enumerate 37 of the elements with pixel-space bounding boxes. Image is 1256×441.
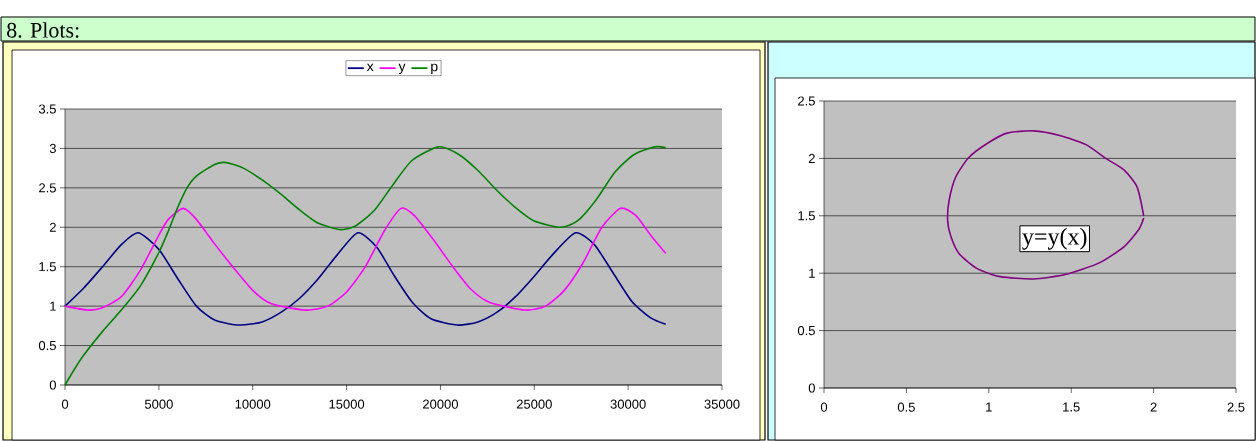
y-tick-label: 2.5 xyxy=(798,96,815,106)
y-tick-label: 1 xyxy=(809,268,815,278)
line-series xyxy=(64,231,667,326)
y-tick-label: 0.5 xyxy=(797,325,815,336)
x-tick-label: 10000 xyxy=(235,399,271,409)
x-tick-label: 1.5 xyxy=(1063,402,1080,412)
x-tick-label: 1 xyxy=(986,402,992,412)
x-tick-label: 25000 xyxy=(516,399,552,409)
line-series xyxy=(946,130,1145,280)
y-tick-label: 2 xyxy=(49,222,56,232)
x-tick-label: 20000 xyxy=(423,399,458,409)
y-tick-label: 0 xyxy=(808,383,815,393)
legend-label: p xyxy=(431,63,438,75)
annotation: y=y(x) xyxy=(1022,227,1087,250)
y-tick-label: 3.5 xyxy=(38,104,56,114)
y-tick-label: 3 xyxy=(49,143,56,154)
y-tick-label: 1.5 xyxy=(39,262,56,272)
x-tick-label: 0 xyxy=(61,399,69,409)
line-series xyxy=(64,207,667,311)
chart-title: 8. Plots: xyxy=(7,22,79,38)
legend-label: x xyxy=(366,63,374,72)
x-tick-label: 15000 xyxy=(329,399,365,409)
x-tick-label: 0 xyxy=(820,402,828,412)
x-tick-label: 35000 xyxy=(704,399,740,409)
x-tick-label: 2.5 xyxy=(1227,402,1245,412)
y-tick-label: 2.5 xyxy=(39,183,56,193)
x-tick-label: 5000 xyxy=(144,399,173,409)
x-tick-label: 0.5 xyxy=(897,402,915,412)
x-tick-label: 30000 xyxy=(610,399,646,409)
line-series xyxy=(64,145,667,386)
y-tick-label: 0.5 xyxy=(38,340,56,351)
y-tick-label: 0 xyxy=(49,380,56,390)
legend-label: y xyxy=(398,63,406,75)
y-tick-label: 1 xyxy=(50,301,56,311)
y-tick-label: 1.5 xyxy=(798,211,815,221)
x-tick-label: 2 xyxy=(1150,402,1157,412)
y-tick-label: 2 xyxy=(808,153,815,163)
